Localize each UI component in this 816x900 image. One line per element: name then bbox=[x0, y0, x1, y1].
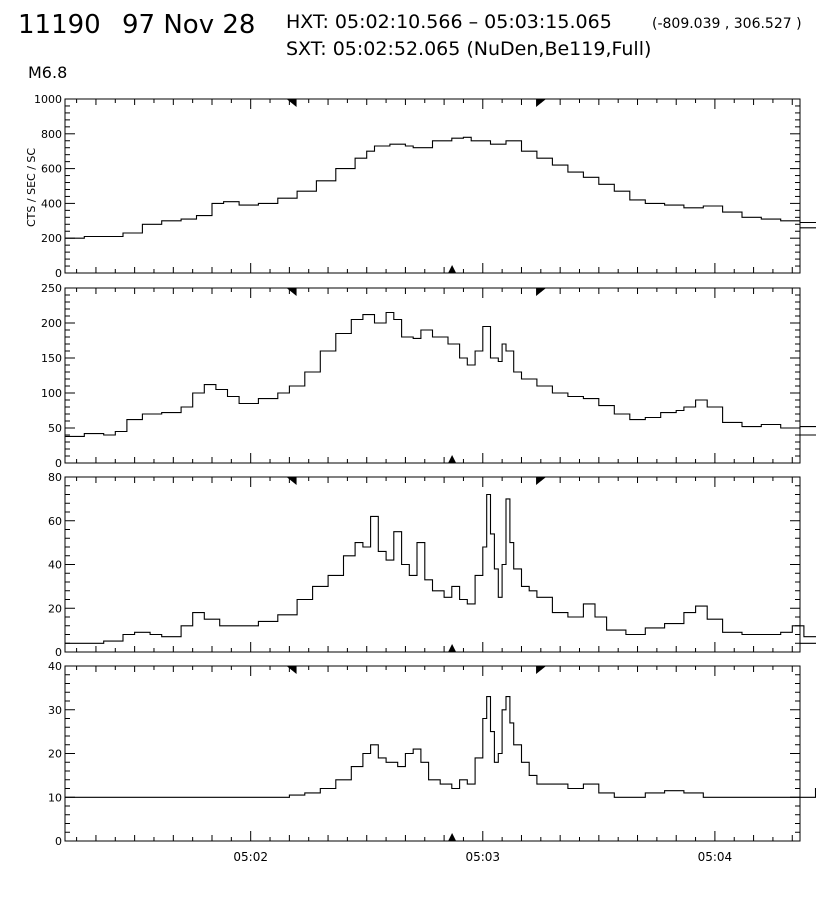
hxt-marker bbox=[286, 477, 297, 485]
y-tick-label: 0 bbox=[55, 457, 62, 470]
y-tick-label: 20 bbox=[48, 748, 62, 761]
sxt-marker bbox=[448, 644, 457, 652]
y-tick-label: 250 bbox=[41, 282, 62, 295]
light-curve bbox=[65, 136, 816, 239]
y-tick-label: 20 bbox=[48, 602, 62, 615]
y-tick-label: 800 bbox=[41, 128, 62, 141]
y-tick-label: 40 bbox=[48, 660, 62, 673]
panel-1: 0 200 400 600 800 1000 bbox=[34, 93, 816, 280]
panel-4: 0 10 20 30 40 bbox=[48, 660, 816, 848]
panel-frame bbox=[64, 98, 801, 274]
hxt-marker bbox=[536, 99, 547, 107]
y-tick-label: 1000 bbox=[34, 93, 62, 106]
hxt-marker bbox=[286, 666, 297, 674]
y-tick-label: 80 bbox=[48, 471, 62, 484]
goes-class: M6.8 bbox=[28, 63, 68, 82]
light-curve bbox=[65, 311, 816, 437]
x-tick-label: 05:03 bbox=[465, 850, 500, 864]
hxt-marker bbox=[536, 288, 547, 296]
y-tick-label: 0 bbox=[55, 835, 62, 848]
y-tick-label: 150 bbox=[41, 352, 62, 365]
hxt-marker bbox=[536, 477, 547, 485]
panel-3: 0 20 40 60 80 bbox=[48, 471, 816, 659]
y-tick-label: 100 bbox=[41, 387, 62, 400]
sxt-marker bbox=[448, 833, 457, 841]
hxt-marker bbox=[286, 288, 297, 296]
y-tick-label: 200 bbox=[41, 232, 62, 245]
light-curve bbox=[65, 493, 816, 644]
y-tick-label: 200 bbox=[41, 317, 62, 330]
x-tick-label: 05:04 bbox=[698, 850, 733, 864]
y-tick-label: 0 bbox=[55, 267, 62, 280]
y-tick-label: 60 bbox=[48, 515, 62, 528]
y-tick-label: 400 bbox=[41, 197, 62, 210]
pointing-coordinates: (-809.039 , 306.527 ) bbox=[652, 16, 802, 32]
y-tick-label: 0 bbox=[55, 646, 62, 659]
sxt-time: SXT: 05:02:52.065 (NuDen,Be119,Full) bbox=[286, 38, 652, 60]
event-id: 11190 bbox=[18, 10, 101, 40]
light-curve bbox=[65, 696, 816, 798]
y-tick-label: 10 bbox=[48, 791, 62, 804]
y-tick-label: 600 bbox=[41, 163, 62, 176]
panel-frame bbox=[64, 287, 801, 464]
y-tick-label: 40 bbox=[48, 559, 62, 572]
y-tick-label: 50 bbox=[48, 422, 62, 435]
y-tick-label: 30 bbox=[48, 704, 62, 717]
sxt-marker bbox=[448, 455, 457, 463]
hxt-marker bbox=[286, 99, 297, 107]
hxt-time-range: HXT: 05:02:10.566 – 05:03:15.065 bbox=[286, 11, 612, 33]
panel-2: 0 50 100 150 200 250 bbox=[41, 282, 816, 470]
hxt-marker bbox=[536, 666, 547, 674]
panel-frame bbox=[64, 476, 801, 653]
sxt-marker bbox=[448, 265, 457, 273]
event-date: 97 Nov 28 bbox=[122, 10, 256, 40]
panel-frame bbox=[64, 665, 801, 842]
x-tick-label: 05:02 bbox=[233, 850, 268, 864]
